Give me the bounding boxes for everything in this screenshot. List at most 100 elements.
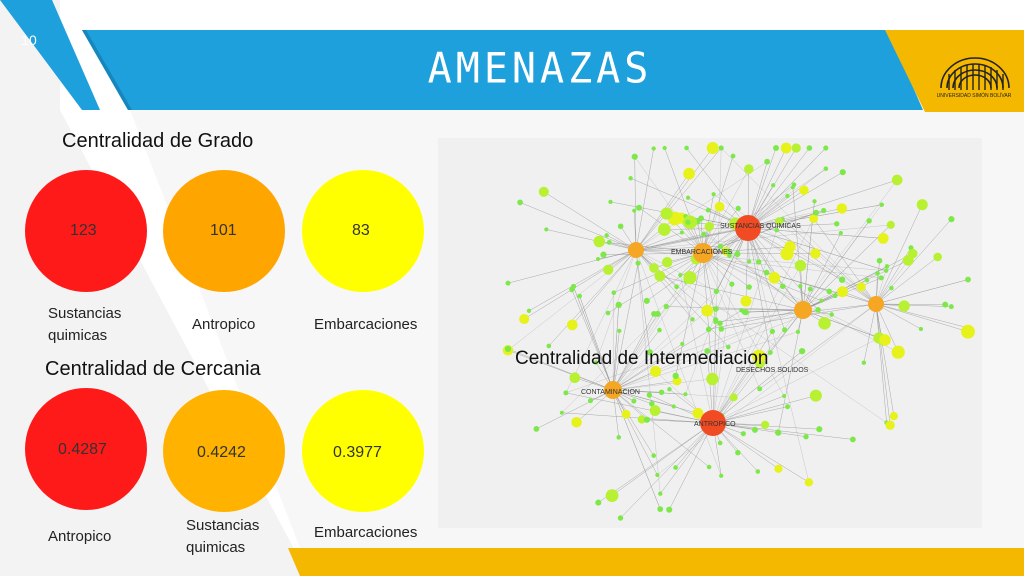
network-node [544, 227, 549, 232]
network-node [751, 426, 758, 433]
network-node [836, 203, 848, 214]
network-node [663, 303, 669, 310]
network-node [774, 227, 780, 233]
network-node [726, 344, 731, 350]
degree-circle-3 [302, 170, 424, 292]
network-node [876, 257, 883, 264]
network-edge [635, 249, 661, 494]
network-node [809, 389, 822, 402]
network-node-label: EMBARCACIONES [671, 249, 733, 256]
network-edge [747, 227, 884, 239]
network-edge [611, 422, 714, 496]
network-node [821, 207, 827, 214]
network-edge [612, 292, 615, 391]
network-node [701, 231, 707, 237]
network-node [685, 219, 691, 225]
network-edge [702, 252, 822, 301]
network-edge [685, 216, 804, 311]
network-node [889, 412, 898, 421]
network-node [559, 410, 564, 415]
network-node [683, 392, 688, 397]
network-node [712, 317, 719, 323]
network-edge [802, 232, 842, 311]
network-edge [712, 331, 773, 424]
network-node [752, 349, 766, 364]
network-node [735, 449, 741, 456]
network-node-label: CONTAMINACION [581, 389, 640, 396]
network-node [810, 248, 821, 259]
closeness-label-2: Sustancias quimicas [186, 517, 260, 556]
network-edge [612, 309, 819, 391]
network-node [823, 145, 829, 151]
network-node [605, 489, 619, 502]
network-node [713, 288, 719, 294]
network-edge [573, 286, 614, 391]
network-node [812, 199, 817, 204]
network-edge [612, 389, 654, 456]
network-edge [612, 330, 620, 391]
closeness-circle-2 [163, 390, 285, 512]
network-edge [646, 227, 749, 302]
network-edge [747, 147, 826, 229]
network-edge [635, 249, 693, 320]
slide-title: AMENAZAS [427, 44, 653, 94]
network-edge [561, 227, 749, 413]
network-edge [747, 227, 810, 483]
network-edge [635, 161, 768, 251]
network-node [587, 398, 594, 404]
network-node [621, 409, 631, 419]
network-graph: SUSTANCIAS QUIMICAS EMBARCACIONES DESECHOS… [438, 138, 982, 528]
university-logo-icon [940, 57, 1010, 90]
network-edge [747, 227, 819, 311]
network-node [704, 348, 711, 355]
network-node [655, 472, 660, 478]
network-node [712, 306, 719, 312]
network-node [600, 251, 607, 258]
network-edge [686, 227, 749, 282]
network-edge [689, 222, 804, 311]
closeness-circle-1 [25, 388, 147, 510]
network-edge [747, 227, 785, 330]
network-node [631, 398, 637, 404]
network-node [635, 204, 643, 211]
network-node [660, 207, 673, 220]
network-edge [875, 279, 969, 305]
network-node [757, 386, 763, 392]
network-node [769, 328, 776, 334]
network-edge [776, 229, 877, 305]
network-edge [612, 313, 658, 391]
network-edge [635, 234, 704, 251]
network-edge [712, 350, 803, 424]
network-node [705, 326, 712, 333]
network-node [819, 298, 824, 303]
network-node [829, 312, 834, 317]
network-node [569, 286, 575, 293]
network-edge [612, 331, 798, 391]
network-edge [579, 295, 614, 391]
network-edge [664, 147, 704, 254]
network-node [595, 499, 602, 506]
network-edge [634, 156, 637, 251]
network-node [832, 293, 838, 299]
network-node [864, 277, 870, 283]
network-edge [680, 275, 714, 424]
network-edge [620, 422, 714, 519]
network-node [727, 253, 732, 259]
degree-circle-1 [25, 170, 147, 292]
network-node [744, 164, 754, 174]
network-node-label: DESECHOS SOLIDOS [736, 367, 809, 374]
network-node [595, 256, 601, 262]
network-edge [612, 263, 639, 391]
network-node [667, 387, 672, 392]
network-node [706, 464, 712, 470]
network-node [883, 268, 889, 273]
network-node [674, 284, 679, 290]
network-node [849, 436, 856, 443]
network-node [657, 506, 664, 513]
network-edge [747, 147, 777, 229]
network-edge [712, 422, 853, 440]
degree-circle-2 [163, 170, 285, 292]
network-node [643, 416, 651, 423]
